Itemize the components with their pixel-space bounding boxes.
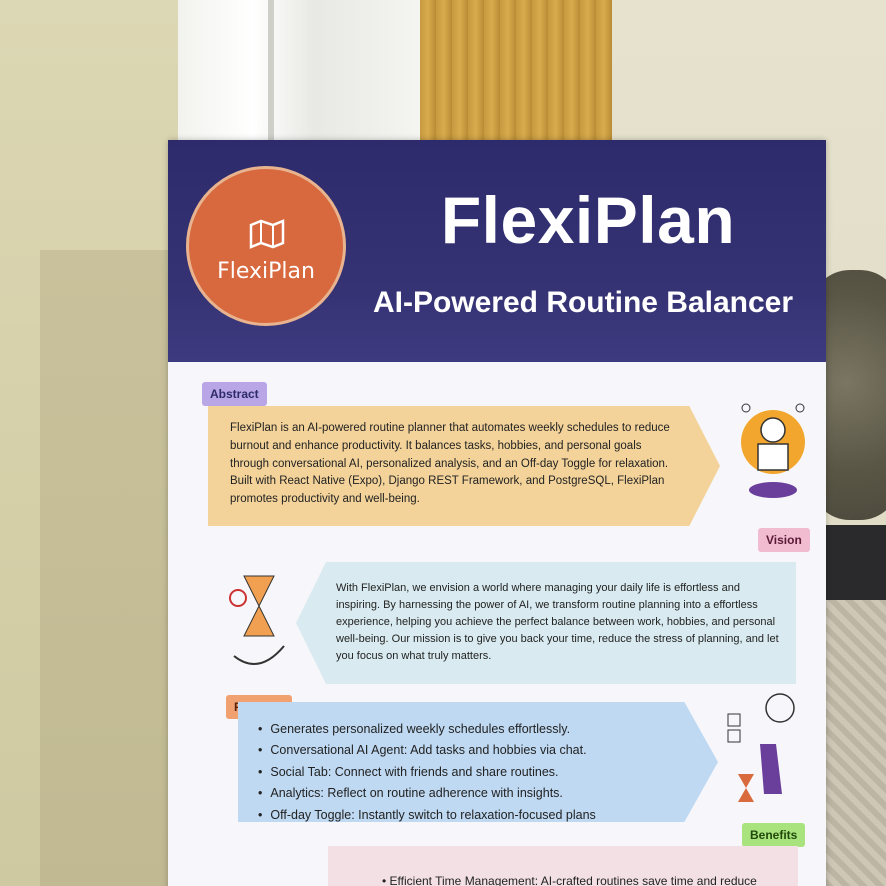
- benefits-tag: Benefits: [742, 823, 806, 847]
- person-clock-icon: [727, 693, 795, 802]
- wall-shadow: [40, 250, 180, 886]
- feature-item: Off-day Toggle: Instantly switch to rela…: [258, 806, 678, 823]
- person-illustration-icon: [741, 403, 805, 498]
- banner-header: FlexiPlan FlexiPlan AI-Powered Routine B…: [168, 140, 826, 362]
- pillar-seam: [268, 0, 274, 160]
- poster-title: FlexiPlan: [440, 183, 736, 257]
- feature-item: Analytics: Reflect on routine adherence …: [258, 784, 678, 803]
- benefit-item-text: Efficient Time Management: AI-crafted ro…: [389, 874, 757, 886]
- hourglass-hand-icon: [229, 575, 285, 665]
- benefit-item: • Efficient Time Management: AI-crafted …: [382, 874, 757, 886]
- feature-item: Social Tab: Connect with friends and sha…: [258, 763, 678, 782]
- features-panel: Generates personalized weekly schedules …: [238, 702, 718, 822]
- open-map-icon: [249, 219, 285, 249]
- poster-subtitle: AI-Powered Routine Balancer: [372, 286, 794, 319]
- vision-panel: With FlexiPlan, we envision a world wher…: [296, 562, 796, 684]
- feature-item: Generates personalized weekly schedules …: [258, 720, 678, 739]
- curtain: [420, 0, 612, 160]
- feature-item: Conversational AI Agent: Add tasks and h…: [258, 741, 678, 760]
- logo-text: FlexiPlan: [217, 259, 315, 284]
- logo-badge: FlexiPlan: [186, 166, 346, 326]
- abstract-panel: FlexiPlan is an AI-powered routine plann…: [208, 406, 720, 526]
- left-wall: [0, 0, 180, 886]
- white-pillar: [178, 0, 426, 160]
- abstract-tag: Abstract: [202, 382, 267, 406]
- poster-banner: FlexiPlan FlexiPlan AI-Powered Routine B…: [168, 140, 826, 886]
- vision-tag: Vision: [758, 528, 810, 552]
- benefits-panel: • Efficient Time Management: AI-crafted …: [328, 846, 798, 886]
